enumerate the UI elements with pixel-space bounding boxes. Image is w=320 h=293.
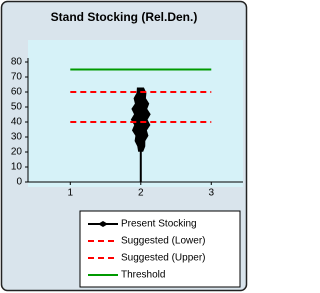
legend-label: Suggested (Lower) (121, 236, 206, 247)
y-tick-label: 20 (11, 147, 23, 158)
legend-label: Threshold (121, 270, 165, 281)
y-tick-label: 60 (11, 87, 23, 98)
y-tick-label: 10 (11, 162, 23, 173)
y-tick-label: 70 (11, 72, 23, 83)
x-tick-label: 1 (68, 188, 74, 199)
chart: Stand Stocking (Rel.Den.) 0 10 20 30 40 50 60 7… (0, 0, 249, 293)
x-tick-label: 3 (208, 188, 214, 199)
y-tick-label: 80 (11, 57, 23, 68)
legend-label: Present Stocking (121, 219, 197, 230)
legend-label: Suggested (Upper) (121, 253, 206, 264)
x-tick-label: 2 (138, 188, 144, 199)
chart-title: Stand Stocking (Rel.Den.) (51, 10, 198, 24)
y-tick-label: 40 (11, 117, 23, 128)
y-tick-label: 0 (16, 177, 22, 188)
y-tick-label: 30 (11, 132, 23, 143)
y-tick-label: 50 (11, 102, 23, 113)
